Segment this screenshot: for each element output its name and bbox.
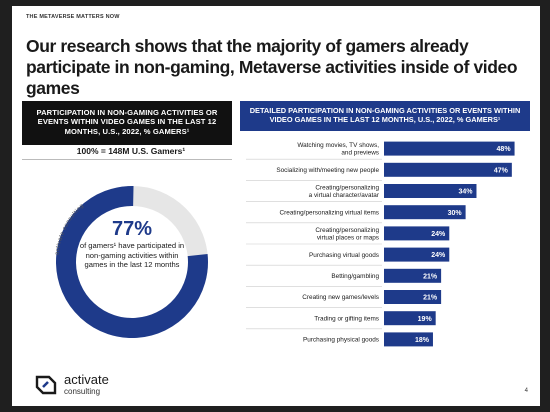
right-panel-header: DETAILED PARTICIPATION IN NON-GAMING ACT…: [240, 101, 530, 131]
data-label: 34%: [458, 189, 473, 196]
bar: [384, 290, 442, 304]
bar: [384, 247, 450, 262]
donut-center: 77% of gamers¹ have participated in non-…: [78, 218, 186, 270]
bar: [384, 141, 515, 156]
logo-icon: [35, 375, 57, 395]
bar: [384, 162, 512, 177]
data-label: 30%: [448, 210, 463, 217]
bar: [384, 226, 450, 241]
divider: [22, 159, 232, 160]
donut-chart: activate consulting 77% of gamers¹ have …: [34, 164, 230, 360]
data-label: 21%: [423, 295, 438, 302]
page-number: 4: [524, 388, 528, 394]
donut-svg: activate consulting: [54, 186, 208, 338]
category-label: Creating/personalizing virtual items: [280, 209, 379, 216]
donut-slice-participated: [56, 186, 208, 338]
kicker: THE METAVERSE MATTERS NOW: [26, 14, 120, 20]
category-label: Purchasing physical goods: [303, 337, 379, 344]
logo-sub: consulting: [64, 387, 101, 396]
bar: [384, 311, 436, 326]
logo-word: activate: [64, 372, 109, 387]
slide: THE METAVERSE MATTERS NOW Our research s…: [12, 6, 540, 406]
category-label: Creating new games/levels: [302, 294, 379, 301]
category-label: Socializing with/meeting new people: [276, 167, 379, 174]
bar: [384, 268, 442, 283]
bar: [384, 205, 466, 220]
category-label: Betting/gambling: [331, 273, 379, 280]
data-label: 19%: [418, 316, 433, 323]
bar: [384, 332, 433, 347]
category-label: Creating/personalizing virtual places or …: [315, 227, 379, 242]
logo: activate consulting: [34, 371, 144, 399]
percent-label: 77%: [111, 218, 153, 240]
data-label: 47%: [494, 167, 509, 174]
data-label: 21%: [423, 273, 438, 280]
percent-description: of gamers¹ have participated in non-gami…: [79, 241, 185, 270]
category-label: Creating/personalizing a virtual characte…: [309, 184, 380, 199]
category-label: Trading or gifting items: [314, 315, 379, 322]
left-panel-header-text: PARTICIPATION IN NON-GAMING ACTIVITIES O…: [36, 108, 218, 136]
data-label: 18%: [415, 337, 430, 344]
category-label: Purchasing virtual goods: [309, 252, 379, 259]
data-label: 48%: [497, 146, 512, 153]
left-panel-header: PARTICIPATION IN NON-GAMING ACTIVITIES O…: [22, 101, 232, 145]
page-title: Our research shows that the majority of …: [26, 36, 518, 98]
total-gamers: 100% = 148M U.S. Gamers¹: [76, 146, 186, 156]
category-label: Watching movies, TV shows, and previews: [297, 142, 379, 157]
bar-chart: Watching movies, TV shows, and previews 48…: [246, 141, 515, 347]
right-panel-header-text: DETAILED PARTICIPATION IN NON-GAMING ACT…: [249, 106, 521, 125]
data-label: 24%: [431, 252, 446, 259]
bar: [384, 184, 477, 198]
data-label: 24%: [431, 231, 446, 238]
